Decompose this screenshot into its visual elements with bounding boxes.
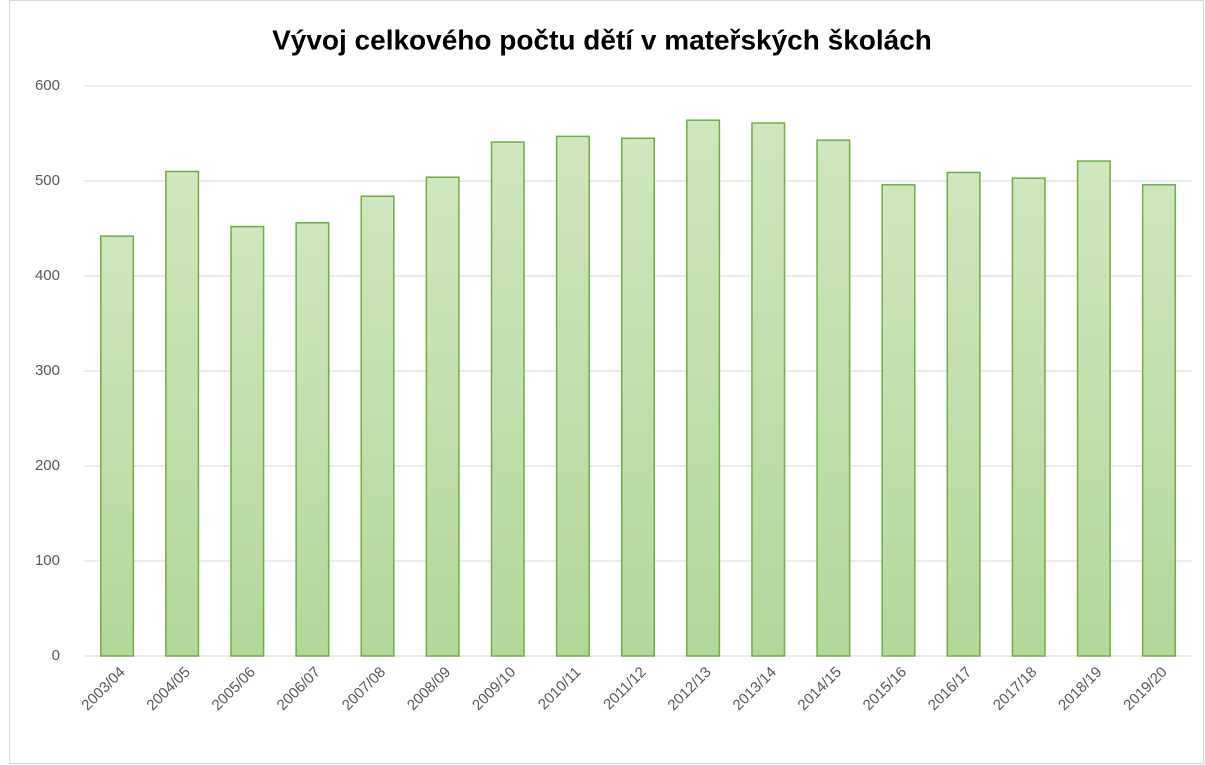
bar	[1141, 184, 1176, 657]
bar	[686, 119, 721, 657]
y-tick-label: 0	[52, 647, 60, 664]
bar	[165, 170, 200, 657]
bar	[295, 222, 330, 657]
y-tick-label: 400	[35, 267, 60, 284]
bar	[946, 171, 981, 657]
chart-frame	[9, 0, 1204, 764]
chart-title: Vývoj celkového počtu dětí v mateřských …	[272, 24, 932, 55]
bar	[425, 176, 460, 657]
bar	[816, 139, 851, 657]
y-tick-label: 100	[35, 552, 60, 569]
bar	[1011, 177, 1046, 657]
bar	[620, 137, 656, 657]
y-tick-label: 600	[35, 77, 60, 94]
bar	[881, 184, 916, 657]
bar	[490, 141, 525, 657]
y-tick-label: 200	[35, 457, 60, 474]
y-tick-label: 300	[35, 362, 60, 379]
bar	[360, 195, 395, 657]
y-tick-label: 500	[35, 172, 60, 189]
bar	[100, 235, 135, 657]
bar	[555, 135, 590, 657]
bar	[1076, 160, 1111, 657]
bar	[751, 122, 786, 657]
bar	[230, 225, 265, 657]
